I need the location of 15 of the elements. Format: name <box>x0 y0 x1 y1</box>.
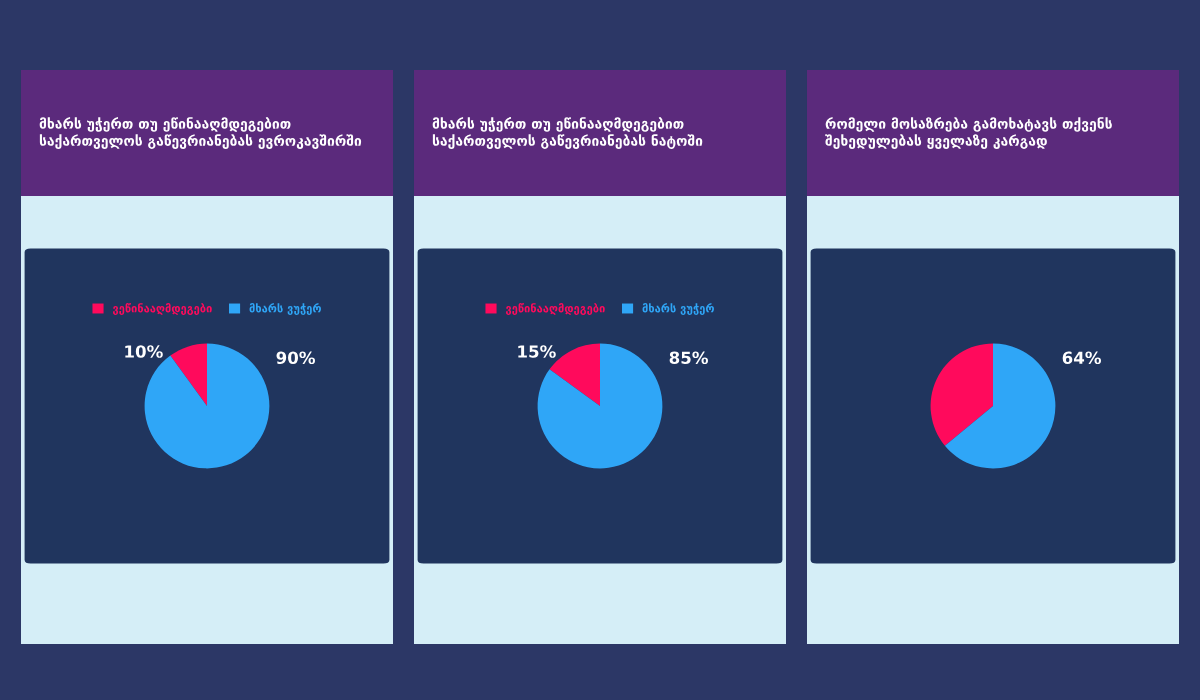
data-label: 64% <box>1062 351 1101 365</box>
data-label: 15% <box>518 345 556 358</box>
pie-slice <box>170 343 207 406</box>
chart-title: რომელი მოსაზრება გამოხატავს თქვენს შეხედულებას ყველაზე კარგად <box>825 117 1112 149</box>
data-label: 10% <box>125 345 163 358</box>
data-label: 90% <box>276 351 315 365</box>
pie-slice <box>944 343 1056 469</box>
legend-label: ვეწინააღმდეგები <box>113 303 212 315</box>
legend-label: მხარს ვუჭერ <box>249 303 321 315</box>
chart-title: მხარს უჭერთ თუ ეწინააღმდეგებით საქართველოს გაწევრიანებას ევროკავშირში <box>39 117 362 149</box>
legend-label: მხარს ვუჭერ <box>642 303 714 315</box>
data-label: 85% <box>669 351 708 365</box>
chart-title: მხარს უჭერთ თუ ეწინააღმდეგებით საქართველოს გაწევრიანებას ნატოში <box>432 117 703 149</box>
pie-slice <box>930 343 993 446</box>
legend-label: ვეწინააღმდეგები <box>506 303 605 315</box>
